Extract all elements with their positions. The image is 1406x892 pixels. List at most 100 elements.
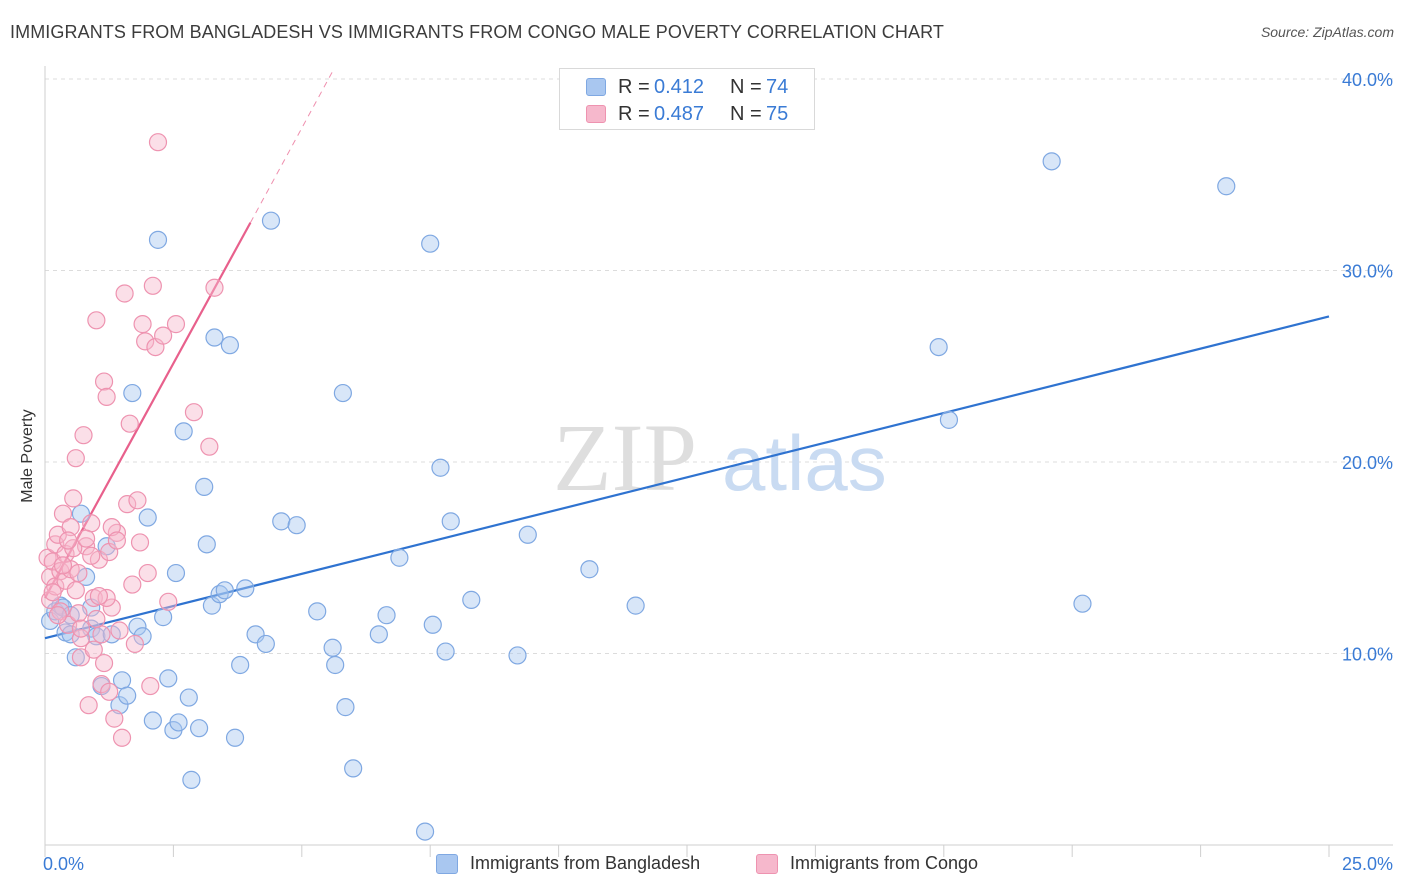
point-congo [41, 567, 60, 587]
legend-label-congo: Immigrants from Congo [790, 853, 979, 873]
point-bangladesh [308, 602, 327, 621]
point-congo [74, 426, 93, 445]
y-axis-label: Male Poverty [19, 409, 36, 503]
point-bangladesh [272, 512, 291, 531]
point-bangladesh [626, 596, 645, 615]
point-bangladesh [118, 686, 137, 705]
y-tick-label: 10.0% [1342, 645, 1393, 665]
data-points [38, 133, 1236, 841]
point-bangladesh [344, 759, 363, 778]
watermark-zip: ZIP [553, 404, 697, 511]
point-congo [92, 675, 111, 694]
point-congo [94, 372, 114, 391]
point-congo [64, 489, 83, 508]
point-congo [79, 696, 98, 715]
point-congo [107, 531, 127, 550]
watermark: ZIP atlas [553, 404, 887, 511]
point-congo [92, 625, 111, 644]
point-bangladesh [154, 608, 173, 627]
point-bangladesh [197, 535, 216, 554]
x-tick-label-min: 0.0% [43, 854, 84, 874]
point-congo [48, 606, 67, 625]
point-bangladesh [423, 615, 442, 634]
point-congo [115, 284, 134, 303]
point-congo [69, 604, 88, 623]
point-bangladesh [323, 638, 342, 657]
trend-line-congo [44, 222, 252, 599]
point-congo [71, 629, 91, 648]
point-bangladesh [195, 477, 214, 496]
point-congo [82, 514, 101, 533]
point-congo [89, 586, 109, 606]
point-congo [136, 332, 155, 351]
point-bangladesh [174, 422, 193, 441]
point-congo [130, 533, 150, 552]
point-congo [100, 682, 119, 701]
point-bangladesh [336, 698, 355, 717]
point-bangladesh [431, 458, 450, 477]
point-congo [59, 531, 78, 550]
pink-swatch [756, 854, 778, 874]
point-congo [107, 523, 127, 542]
point-bangladesh [215, 581, 234, 600]
point-congo [43, 583, 62, 602]
point-bangladesh [333, 383, 352, 403]
point-congo [84, 640, 103, 659]
point-bangladesh [205, 328, 224, 347]
point-congo [154, 326, 173, 345]
point-bangladesh [1073, 594, 1092, 613]
point-congo [94, 653, 114, 673]
point-bangladesh [128, 617, 147, 636]
point-bangladesh [182, 770, 201, 789]
point-bangladesh [166, 563, 186, 583]
point-congo [87, 311, 106, 330]
point-bangladesh [441, 512, 460, 531]
point-bangladesh [143, 711, 162, 730]
trend-lines [44, 71, 1330, 640]
point-congo [128, 491, 147, 510]
point-bangladesh [138, 508, 157, 527]
point-bangladesh [326, 655, 345, 675]
point-bangladesh [159, 669, 178, 688]
point-bangladesh [939, 410, 959, 429]
point-bangladesh [518, 525, 537, 544]
point-congo [138, 563, 157, 583]
point-congo [112, 728, 132, 747]
point-congo [159, 592, 178, 611]
trend-line-congo-extension [250, 71, 334, 223]
point-congo [166, 315, 186, 334]
r-label: R = [618, 103, 650, 125]
point-congo [184, 403, 204, 422]
point-congo [120, 414, 139, 433]
point-bangladesh [929, 338, 948, 357]
r-label: R = [618, 76, 650, 98]
point-congo [102, 518, 121, 537]
point-bangladesh [287, 516, 306, 535]
n-label: N = [730, 76, 762, 98]
point-congo [66, 449, 85, 468]
point-bangladesh [236, 579, 255, 598]
trend-line-bangladesh [44, 315, 1330, 640]
point-congo [71, 619, 91, 638]
tick-labels: 10.0% 20.0% 30.0% 40.0% 0.0% 25.0% [43, 70, 1393, 874]
point-bangladesh [110, 696, 129, 715]
point-bangladesh [179, 688, 198, 707]
point-bangladesh [148, 230, 168, 249]
point-bangladesh [1217, 177, 1236, 196]
point-congo [123, 575, 142, 594]
point-congo [76, 529, 96, 548]
point-bangladesh [66, 648, 85, 667]
point-bangladesh [261, 211, 281, 230]
point-bangladesh [1042, 152, 1061, 171]
legend-label-bangladesh: Immigrants from Bangladesh [470, 853, 701, 873]
point-congo [66, 581, 85, 600]
point-bangladesh [220, 336, 239, 355]
point-bangladesh [133, 627, 152, 646]
point-bangladesh [256, 634, 275, 654]
point-bangladesh [169, 713, 188, 732]
point-congo [141, 676, 160, 696]
point-bangladesh [580, 560, 599, 579]
point-congo [148, 133, 168, 152]
axes [44, 66, 1393, 857]
